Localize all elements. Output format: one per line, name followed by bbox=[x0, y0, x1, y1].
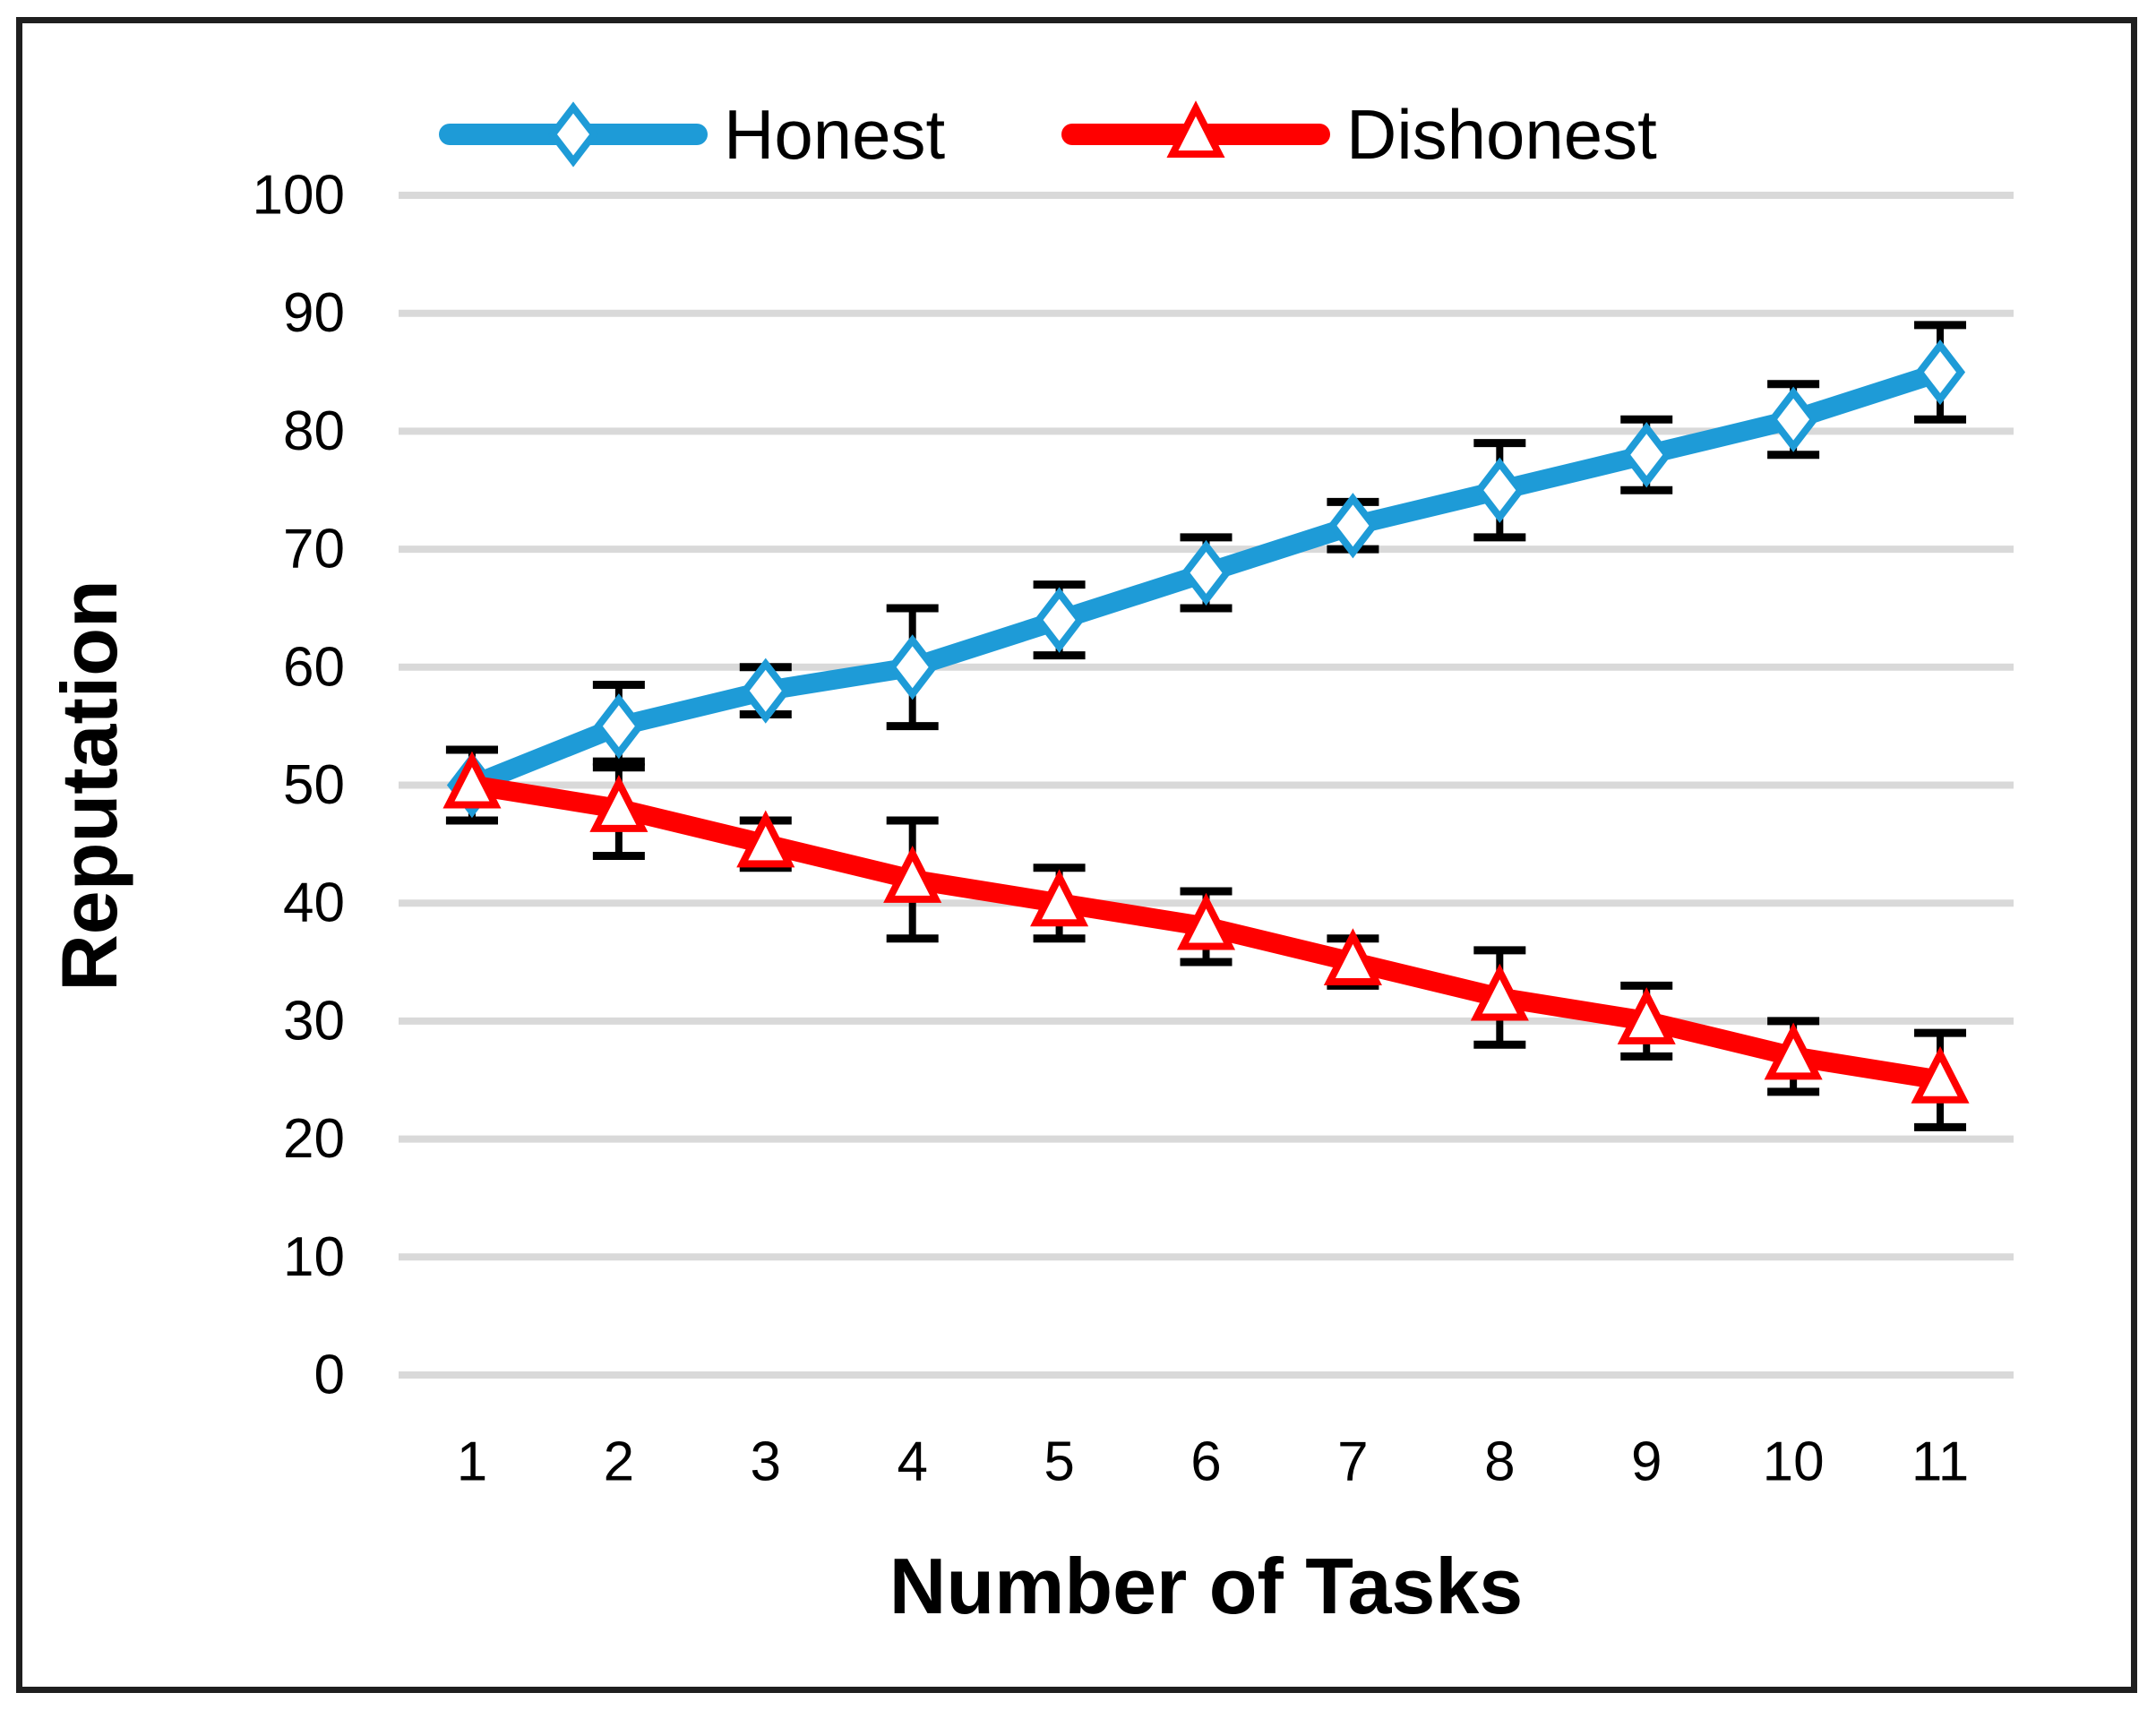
dishonest-series-marker-icon bbox=[1061, 100, 1330, 158]
honest-data-point-marker bbox=[1768, 386, 1819, 452]
y-tick-label: 80 bbox=[283, 400, 345, 462]
x-tick-label: 5 bbox=[1044, 1431, 1074, 1493]
dishonest-data-point-marker bbox=[442, 751, 502, 809]
x-axis-title: Number of Tasks bbox=[889, 1542, 1524, 1630]
dishonest-data-point-marker bbox=[1470, 963, 1529, 1021]
x-tick-label: 8 bbox=[1484, 1431, 1515, 1493]
dishonest-data-point-marker bbox=[1764, 1022, 1823, 1080]
dishonest-data-point-marker bbox=[1911, 1045, 1970, 1104]
legend-label-dishonest: Dishonest bbox=[1346, 94, 1657, 174]
honest-data-point-marker bbox=[1327, 493, 1379, 559]
dishonest-data-point-marker bbox=[736, 810, 795, 868]
x-tick-label: 3 bbox=[751, 1431, 781, 1493]
y-tick-label: 10 bbox=[283, 1226, 345, 1288]
honest-data-point-marker bbox=[740, 657, 791, 724]
x-tick-label: 6 bbox=[1190, 1431, 1221, 1493]
dishonest-data-point-marker bbox=[1030, 869, 1089, 927]
honest-data-point-marker bbox=[887, 634, 938, 700]
y-tick-label: 70 bbox=[283, 519, 345, 580]
y-tick-label: 40 bbox=[283, 872, 345, 934]
honest-data-point-marker bbox=[1474, 457, 1525, 523]
honest-series-marker-icon bbox=[439, 101, 708, 168]
x-tick-label: 4 bbox=[897, 1431, 927, 1493]
honest-data-point-marker bbox=[1034, 587, 1085, 653]
legend-item-honest: Honest bbox=[439, 81, 945, 188]
x-tick-label: 7 bbox=[1337, 1431, 1368, 1493]
dishonest-data-point-marker bbox=[1617, 987, 1676, 1044]
honest-data-point-marker bbox=[593, 693, 644, 760]
y-tick-label: 50 bbox=[283, 754, 345, 816]
y-axis-title: Reputation bbox=[45, 580, 133, 992]
y-tick-label: 20 bbox=[283, 1108, 345, 1170]
x-tick-label: 10 bbox=[1763, 1431, 1825, 1493]
legend-label-honest: Honest bbox=[724, 94, 946, 174]
y-tick-label: 0 bbox=[314, 1345, 345, 1406]
dishonest-data-point-marker bbox=[1176, 892, 1236, 950]
x-tick-label: 11 bbox=[1911, 1431, 1969, 1493]
y-tick-label: 30 bbox=[283, 990, 345, 1052]
dishonest-data-point-marker bbox=[883, 846, 942, 903]
honest-data-point-marker bbox=[1915, 339, 1966, 406]
dishonest-data-point-marker bbox=[589, 775, 649, 832]
y-tick-label: 90 bbox=[283, 282, 345, 344]
x-tick-label: 2 bbox=[604, 1431, 634, 1493]
y-tick-label: 100 bbox=[253, 165, 345, 227]
legend-item-dishonest: Dishonest bbox=[1061, 81, 1657, 188]
honest-data-point-marker bbox=[1181, 539, 1232, 606]
y-tick-label: 60 bbox=[283, 636, 345, 698]
x-tick-label: 9 bbox=[1631, 1431, 1662, 1493]
x-tick-label: 1 bbox=[457, 1431, 487, 1493]
dishonest-data-point-marker bbox=[1323, 928, 1382, 986]
honest-data-point-marker bbox=[1621, 422, 1672, 488]
